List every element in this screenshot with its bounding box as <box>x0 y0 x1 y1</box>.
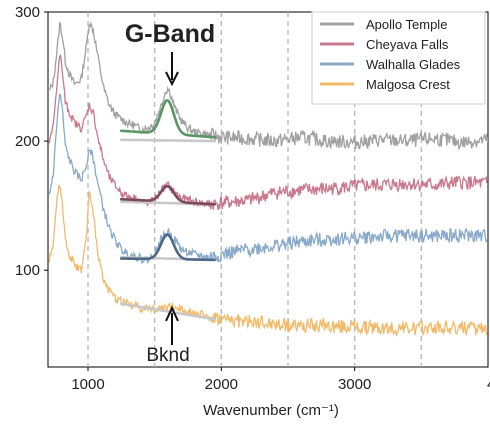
series-line <box>48 54 488 211</box>
x-axis-label: Wavenumber (cm⁻¹) <box>203 402 339 419</box>
x-tick-label: 1000 <box>71 376 104 393</box>
legend-label: Cheyava Falls <box>366 37 449 52</box>
y-tick-label: 200 <box>15 133 40 150</box>
x-tick-label: 3000 <box>338 376 371 393</box>
series-line <box>48 184 488 337</box>
legend-box <box>311 11 486 105</box>
y-tick-label: 300 <box>15 4 40 21</box>
legend-label: Walhalla Glades <box>366 57 461 72</box>
bknd-arrow-icon <box>165 305 179 345</box>
gband-fit <box>120 184 216 206</box>
gband-fit <box>120 99 216 139</box>
legend-label: Malgosa Crest <box>366 77 450 92</box>
series-lines <box>48 20 488 337</box>
series-line <box>48 20 488 151</box>
legend: Apollo Temple Cheyava Falls Walhalla Glade… <box>311 11 486 105</box>
fit-curves <box>120 99 216 321</box>
series-line <box>48 93 488 265</box>
legend-label: Apollo Temple <box>366 17 447 32</box>
x-tick-label: 2000 <box>205 376 238 393</box>
y-tick-label: 100 <box>15 262 40 279</box>
gband-arrow-icon <box>165 52 179 87</box>
gband-fit <box>120 233 216 262</box>
axes: 100 200 300 1000 2000 3000 40 <box>15 4 490 393</box>
bknd-annotation: Bknd <box>146 345 189 366</box>
x-tick-label: 40 <box>487 376 490 393</box>
gband-annotation: G-Band <box>125 20 215 48</box>
background-fit <box>120 138 216 143</box>
background-fit <box>120 302 216 321</box>
